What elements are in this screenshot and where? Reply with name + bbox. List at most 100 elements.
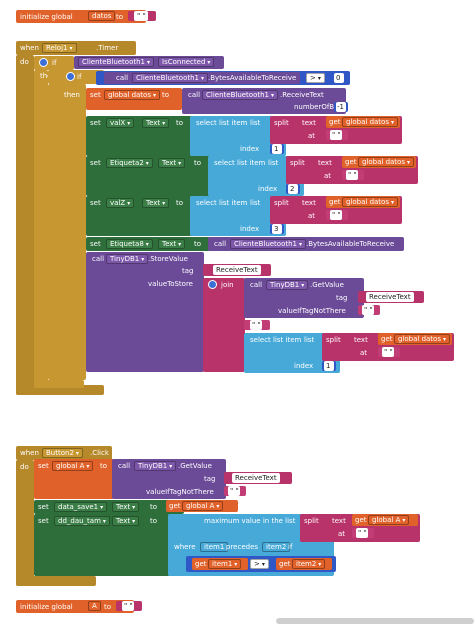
index-value[interactable]: 3	[272, 224, 282, 234]
compare-operator-selector[interactable]: > ▾	[306, 73, 325, 83]
get-global-datos-2[interactable]: get global datos ▾	[342, 156, 416, 168]
empty-string-value[interactable]: " "	[346, 170, 358, 180]
number-minus-one[interactable]: -1	[334, 102, 348, 112]
join-block[interactable]: join	[203, 278, 245, 372]
bt-component-selector[interactable]: ClienteBluetooth1 ▾	[202, 90, 279, 100]
item1-field[interactable]: item1	[200, 542, 229, 552]
index-value[interactable]: 1	[272, 144, 282, 154]
bt-component-selector[interactable]: ClienteBluetooth1 ▾	[230, 239, 307, 249]
global-a-selector[interactable]: global A ▾	[182, 501, 224, 511]
tinydb-selector[interactable]: TinyDB1 ▾	[266, 280, 309, 290]
text-prop-selector[interactable]: Text ▾	[112, 502, 140, 512]
index-number-1b[interactable]: 1	[322, 361, 336, 371]
set-valx-text[interactable]: set valX ▾ Text ▾ to	[86, 116, 192, 156]
empty-string-block[interactable]: " "	[326, 130, 348, 140]
get-global-datos-1[interactable]: get global datos ▾	[326, 116, 400, 128]
index-number-1[interactable]: 1	[270, 144, 284, 154]
empty-string-block[interactable]: " "	[378, 347, 400, 357]
receive-text-tag-value[interactable]: ReceiveText	[366, 292, 414, 302]
text-prop-selector[interactable]: Text ▾	[158, 158, 186, 168]
global-datos-selector[interactable]: global datos ▾	[342, 197, 398, 207]
tinydb-getvalue-call[interactable]: call TinyDB1 ▾ .GetValue tag valueIfTagNo…	[244, 278, 364, 318]
global-datos-selector[interactable]: global datos ▾	[104, 90, 160, 100]
compare-operator-selector[interactable]: > ▾	[250, 559, 269, 569]
receive-text-tag-string[interactable]: ReceiveText	[358, 291, 424, 303]
global-a-selector[interactable]: global A ▾	[52, 461, 94, 471]
global-a-selector[interactable]: global A ▾	[368, 515, 410, 525]
text-prop-selector[interactable]: Text ▾	[142, 118, 170, 128]
valz-selector[interactable]: valZ ▾	[106, 198, 135, 208]
if-block-inner[interactable]	[48, 70, 104, 84]
item2-field[interactable]: item2	[262, 542, 291, 552]
get-item1[interactable]: get item1 ▾	[192, 558, 248, 570]
tinydb-storevalue-call[interactable]: call TinyDB1 ▾ .StoreValue tag valueToSto…	[86, 252, 204, 372]
component-selector[interactable]: Reloj1 ▾	[42, 43, 77, 53]
tinydb-selector[interactable]: TinyDB1 ▾	[106, 254, 149, 264]
empty-string-value[interactable]: " "	[250, 320, 262, 330]
bt-component-selector[interactable]: ClienteBluetooth1 ▾	[132, 73, 209, 83]
get-global-a-2[interactable]: get global A ▾	[352, 514, 418, 526]
empty-string-value[interactable]: " "	[134, 11, 148, 21]
bytes-available-call[interactable]: call ClienteBluetooth1 ▾ .BytesAvailableT…	[104, 72, 300, 84]
global-datos-selector[interactable]: global datos ▾	[342, 117, 398, 127]
bt-isconnected-getter[interactable]: ClienteBluetooth1 ▾ IsConnected ▾	[74, 56, 224, 69]
bt-property-selector[interactable]: IsConnected ▾	[158, 57, 215, 67]
dd-dau-tam-selector[interactable]: dd_dau_tam ▾	[54, 516, 110, 526]
event-reloj-timer[interactable]: when Reloj1 ▾ .Timer	[16, 41, 136, 55]
tinydb-selector[interactable]: TinyDB1 ▾	[134, 461, 177, 471]
bt-component-selector[interactable]: ClienteBluetooth1 ▾	[78, 57, 155, 67]
empty-string-value[interactable]: " "	[330, 130, 342, 140]
text-prop-selector[interactable]: Text ▾	[112, 516, 140, 526]
receive-text-call[interactable]: call ClienteBluetooth1 ▾ .ReceiveText num…	[182, 88, 349, 114]
get-item2[interactable]: get item2 ▾	[276, 558, 332, 570]
gear-icon[interactable]	[208, 280, 217, 289]
get-global-datos-3[interactable]: get global datos ▾	[326, 196, 400, 208]
index-number-2[interactable]: 2	[286, 184, 300, 194]
number-zero[interactable]: 0	[333, 73, 345, 83]
set-etiqueta2-text[interactable]: set Etiqueta2 ▾ Text ▾ to	[86, 156, 210, 196]
empty-string-value[interactable]: " "	[122, 601, 134, 611]
component-selector[interactable]: Button2 ▾	[42, 448, 83, 458]
empty-string-value[interactable]: " "	[362, 305, 374, 315]
minus-one-value[interactable]: -1	[336, 102, 346, 112]
tag-receive-text-string[interactable]: ReceiveText	[224, 472, 292, 484]
empty-string-value[interactable]: " "	[330, 210, 342, 220]
receive-text-string[interactable]: ReceiveText	[203, 264, 271, 276]
empty-string-value[interactable]: " "	[382, 347, 394, 357]
get-global-a-1[interactable]: get global A ▾	[166, 500, 238, 512]
text-prop-selector[interactable]: Text ▾	[142, 198, 170, 208]
empty-string-block[interactable]: " "	[326, 210, 348, 220]
init-global-datos-block[interactable]: initialize global datos to " "	[16, 10, 156, 23]
index-value[interactable]: 1	[324, 361, 334, 371]
bytes-available-call-2[interactable]: call ClienteBluetooth1 ▾ .BytesAvailableT…	[208, 237, 404, 251]
horizontal-scrollbar[interactable]	[276, 618, 474, 624]
global-datos-selector[interactable]: global datos ▾	[358, 157, 414, 167]
gear-icon[interactable]	[66, 72, 75, 81]
number-zero-value[interactable]: 0	[334, 73, 344, 83]
set-data-save1-text[interactable]: set data_save1 ▾ Text ▾ to	[34, 500, 184, 514]
empty-string-block[interactable]: " "	[342, 170, 364, 180]
get-global-datos-4[interactable]: get global datos ▾	[378, 333, 452, 345]
var-name-field[interactable]: datos	[88, 11, 116, 21]
text-prop-selector[interactable]: Text ▾	[158, 239, 186, 249]
gear-icon[interactable]	[39, 58, 48, 67]
empty-string-block[interactable]: " "	[128, 11, 156, 21]
empty-string-value[interactable]: " "	[356, 528, 368, 538]
empty-string-block[interactable]: " "	[224, 486, 246, 496]
set-valz-text[interactable]: set valZ ▾ Text ▾ to	[86, 196, 192, 236]
tinydb-getvalue-call-2[interactable]: call TinyDB1 ▾ .GetValue tag valueIfTagNo…	[112, 459, 226, 499]
etiqueta8-selector[interactable]: Etiqueta8 ▾	[106, 239, 153, 249]
global-datos-selector[interactable]: global datos ▾	[394, 334, 450, 344]
empty-string-block[interactable]: " "	[116, 601, 142, 611]
set-dd-dau-tam-text[interactable]: set dd_dau_tam ▾ Text ▾ to	[34, 514, 170, 576]
set-global-a[interactable]: set global A ▾ to	[34, 459, 114, 499]
var-name-field[interactable]: A	[88, 601, 101, 611]
empty-string-value[interactable]: " "	[228, 486, 240, 496]
valx-selector[interactable]: valX ▾	[106, 118, 135, 128]
init-global-a-block[interactable]: initialize global A to " "	[16, 600, 142, 613]
event-button2-click[interactable]: when Button2 ▾ .Click	[16, 446, 112, 460]
tag-receive-text-value[interactable]: ReceiveText	[232, 473, 280, 483]
empty-string-block[interactable]: " "	[352, 528, 374, 538]
index-value[interactable]: 2	[288, 184, 298, 194]
data-save1-selector[interactable]: data_save1 ▾	[54, 502, 108, 512]
